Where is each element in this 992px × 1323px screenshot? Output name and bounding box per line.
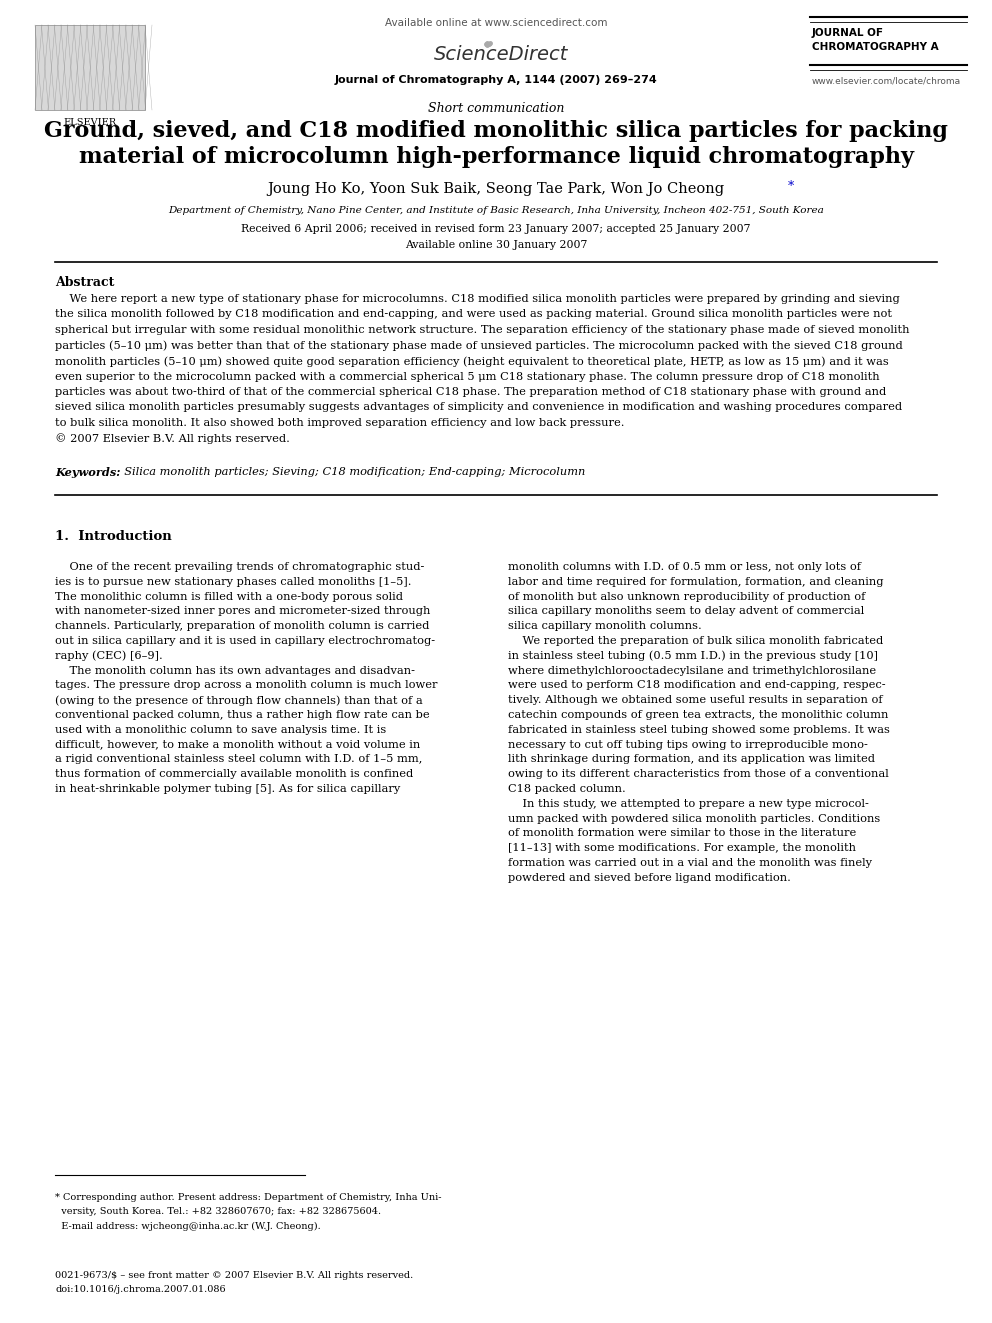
Text: conventional packed column, thus a rather high flow rate can be: conventional packed column, thus a rathe…	[55, 710, 430, 720]
Text: monolith columns with I.D. of 0.5 mm or less, not only lots of: monolith columns with I.D. of 0.5 mm or …	[509, 562, 861, 572]
Text: Available online at www.sciencedirect.com: Available online at www.sciencedirect.co…	[385, 19, 607, 28]
Text: We here report a new type of stationary phase for microcolumns. C18 modified sil: We here report a new type of stationary …	[55, 294, 900, 304]
Text: ies is to pursue new stationary phases called monoliths [1–5].: ies is to pursue new stationary phases c…	[55, 577, 412, 587]
Text: 1.  Introduction: 1. Introduction	[55, 531, 172, 542]
Text: In this study, we attempted to prepare a new type microcol-: In this study, we attempted to prepare a…	[509, 799, 869, 808]
Text: monolith particles (5–10 μm) showed quite good separation efficiency (height equ: monolith particles (5–10 μm) showed quit…	[55, 356, 889, 366]
Text: C18 packed column.: C18 packed column.	[509, 785, 626, 794]
Text: Available online 30 January 2007: Available online 30 January 2007	[405, 239, 587, 250]
Text: of monolith but also unknown reproducibility of production of: of monolith but also unknown reproducibi…	[509, 591, 866, 602]
Text: (owing to the presence of through flow channels) than that of a: (owing to the presence of through flow c…	[55, 695, 423, 705]
Text: Silica monolith particles; Sieving; C18 modification; End-capping; Microcolumn: Silica monolith particles; Sieving; C18 …	[117, 467, 585, 478]
Text: out in silica capillary and it is used in capillary electrochromatog-: out in silica capillary and it is used i…	[55, 636, 435, 646]
Text: The monolith column has its own advantages and disadvan-: The monolith column has its own advantag…	[55, 665, 415, 676]
Text: www.elsevier.com/locate/chroma: www.elsevier.com/locate/chroma	[812, 75, 961, 85]
Text: in heat-shrinkable polymer tubing [5]. As for silica capillary: in heat-shrinkable polymer tubing [5]. A…	[55, 785, 400, 794]
Text: JOURNAL OF
CHROMATOGRAPHY A: JOURNAL OF CHROMATOGRAPHY A	[812, 28, 938, 52]
Text: necessary to cut off tubing tips owing to irreproducible mono-: necessary to cut off tubing tips owing t…	[509, 740, 868, 750]
Text: Received 6 April 2006; received in revised form 23 January 2007; accepted 25 Jan: Received 6 April 2006; received in revis…	[241, 224, 751, 234]
Text: catechin compounds of green tea extracts, the monolithic column: catechin compounds of green tea extracts…	[509, 710, 889, 720]
Text: tages. The pressure drop across a monolith column is much lower: tages. The pressure drop across a monoli…	[55, 680, 437, 691]
Text: owing to its different characteristics from those of a conventional: owing to its different characteristics f…	[509, 769, 889, 779]
Text: One of the recent prevailing trends of chromatographic stud-: One of the recent prevailing trends of c…	[55, 562, 425, 572]
Text: © 2007 Elsevier B.V. All rights reserved.: © 2007 Elsevier B.V. All rights reserved…	[55, 434, 290, 445]
Text: ScienceDirect: ScienceDirect	[434, 45, 568, 64]
Text: raphy (CEC) [6–9].: raphy (CEC) [6–9].	[55, 651, 163, 662]
Text: a rigid conventional stainless steel column with I.D. of 1–5 mm,: a rigid conventional stainless steel col…	[55, 754, 423, 765]
Text: channels. Particularly, preparation of monolith column is carried: channels. Particularly, preparation of m…	[55, 622, 430, 631]
Text: to bulk silica monolith. It also showed both improved separation efficiency and : to bulk silica monolith. It also showed …	[55, 418, 625, 429]
Text: material of microcolumn high-performance liquid chromatography: material of microcolumn high-performance…	[78, 146, 914, 168]
Text: of monolith formation were similar to those in the literature: of monolith formation were similar to th…	[509, 828, 857, 839]
Text: difficult, however, to make a monolith without a void volume in: difficult, however, to make a monolith w…	[55, 740, 421, 750]
Text: fabricated in stainless steel tubing showed some problems. It was: fabricated in stainless steel tubing sho…	[509, 725, 891, 734]
Text: spherical but irregular with some residual monolithic network structure. The sep: spherical but irregular with some residu…	[55, 325, 910, 335]
Text: Journal of Chromatography A, 1144 (2007) 269–274: Journal of Chromatography A, 1144 (2007)…	[334, 75, 658, 85]
Text: thus formation of commercially available monolith is confined: thus formation of commercially available…	[55, 769, 414, 779]
Text: *: *	[788, 180, 795, 193]
Text: silica capillary monolith columns.: silica capillary monolith columns.	[509, 622, 702, 631]
Text: Department of Chemistry, Nano Pine Center, and Institute of Basic Research, Inha: Department of Chemistry, Nano Pine Cente…	[168, 206, 824, 216]
Text: We reported the preparation of bulk silica monolith fabricated: We reported the preparation of bulk sili…	[509, 636, 884, 646]
Text: ELSEVIER: ELSEVIER	[63, 118, 117, 127]
Text: [11–13] with some modifications. For example, the monolith: [11–13] with some modifications. For exa…	[509, 843, 856, 853]
Text: doi:10.1016/j.chroma.2007.01.086: doi:10.1016/j.chroma.2007.01.086	[55, 1286, 225, 1294]
Text: formation was carried out in a vial and the monolith was finely: formation was carried out in a vial and …	[509, 859, 873, 868]
Text: E-mail address: wjcheong@inha.ac.kr (W.J. Cheong).: E-mail address: wjcheong@inha.ac.kr (W.J…	[55, 1222, 320, 1232]
Text: sieved silica monolith particles presumably suggests advantages of simplicity an: sieved silica monolith particles presuma…	[55, 402, 902, 413]
Text: used with a monolithic column to save analysis time. It is: used with a monolithic column to save an…	[55, 725, 386, 734]
Text: with nanometer-sized inner pores and micrometer-sized through: with nanometer-sized inner pores and mic…	[55, 606, 431, 617]
Text: Joung Ho Ko, Yoon Suk Baik, Seong Tae Park, Won Jo Cheong: Joung Ho Ko, Yoon Suk Baik, Seong Tae Pa…	[268, 183, 724, 196]
Text: umn packed with powdered silica monolith particles. Conditions: umn packed with powdered silica monolith…	[509, 814, 881, 824]
Text: * Corresponding author. Present address: Department of Chemistry, Inha Uni-: * Corresponding author. Present address:…	[55, 1193, 441, 1203]
Text: Ground, sieved, and C18 modified monolithic silica particles for packing: Ground, sieved, and C18 modified monolit…	[44, 120, 948, 142]
Text: labor and time required for formulation, formation, and cleaning: labor and time required for formulation,…	[509, 577, 884, 587]
Text: silica capillary monoliths seem to delay advent of commercial: silica capillary monoliths seem to delay…	[509, 606, 865, 617]
Text: The monolithic column is filled with a one-body porous solid: The monolithic column is filled with a o…	[55, 591, 403, 602]
Text: where dimethylchlorooctadecylsilane and trimethylchlorosilane: where dimethylchlorooctadecylsilane and …	[509, 665, 877, 676]
Text: in stainless steel tubing (0.5 mm I.D.) in the previous study [10]: in stainless steel tubing (0.5 mm I.D.) …	[509, 651, 879, 662]
Text: versity, South Korea. Tel.: +82 328607670; fax: +82 328675604.: versity, South Korea. Tel.: +82 32860767…	[55, 1208, 381, 1217]
Text: Short communication: Short communication	[428, 102, 564, 115]
FancyBboxPatch shape	[35, 25, 145, 110]
Text: were used to perform C18 modification and end-capping, respec-: were used to perform C18 modification an…	[509, 680, 886, 691]
Text: Keywords:: Keywords:	[55, 467, 120, 478]
Text: Abstract: Abstract	[55, 277, 114, 288]
Text: particles was about two-third of that of the commercial spherical C18 phase. The: particles was about two-third of that of…	[55, 388, 886, 397]
Text: even superior to the microcolumn packed with a commercial spherical 5 μm C18 sta: even superior to the microcolumn packed …	[55, 372, 880, 381]
Text: the silica monolith followed by C18 modification and end-capping, and were used : the silica monolith followed by C18 modi…	[55, 310, 892, 319]
Text: 0021-9673/$ – see front matter © 2007 Elsevier B.V. All rights reserved.: 0021-9673/$ – see front matter © 2007 El…	[55, 1271, 414, 1279]
Text: tively. Although we obtained some useful results in separation of: tively. Although we obtained some useful…	[509, 695, 883, 705]
Text: powdered and sieved before ligand modification.: powdered and sieved before ligand modifi…	[509, 873, 792, 882]
Text: particles (5–10 μm) was better than that of the stationary phase made of unsieve: particles (5–10 μm) was better than that…	[55, 340, 903, 351]
Text: lith shrinkage during formation, and its application was limited: lith shrinkage during formation, and its…	[509, 754, 876, 765]
